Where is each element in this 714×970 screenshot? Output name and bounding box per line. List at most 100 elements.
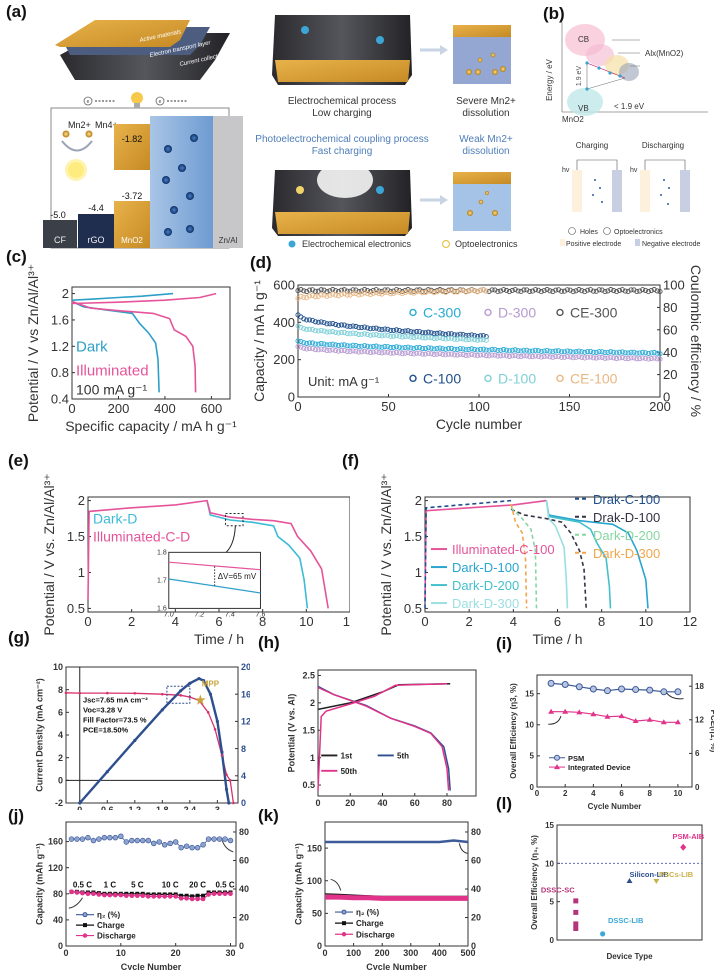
y-tick-label: 0 <box>288 390 295 405</box>
plot-frame <box>556 824 703 941</box>
y-right-tick-label: 40 <box>663 345 677 360</box>
x-tick-label: 12 <box>343 614 350 629</box>
point-c-300 <box>301 340 307 346</box>
point-c-300 <box>593 349 599 355</box>
x-tick-label: 2 <box>128 614 135 629</box>
series-dark-charge <box>71 292 174 301</box>
point-eta2 <box>74 836 80 842</box>
hv-label: hv <box>562 167 570 174</box>
point-d-300 <box>518 354 524 360</box>
point-eta2 <box>145 837 152 844</box>
point-c-300 <box>373 343 379 349</box>
axis-indicator-arrow <box>666 692 684 700</box>
point-c-100 <box>359 324 365 331</box>
point-d-100 <box>344 331 350 337</box>
point-d-100 <box>324 329 330 335</box>
x-tick-label: 200 <box>375 948 390 958</box>
point-c-300 <box>338 342 344 348</box>
point-d-100 <box>483 337 489 343</box>
point-pv <box>133 738 137 743</box>
point-discharge <box>211 891 217 897</box>
light-bulb-icon <box>131 92 143 108</box>
point-c-300 <box>333 342 339 348</box>
point-c-100 <box>318 319 324 325</box>
point-ce-100 <box>443 289 449 296</box>
point-c-300 <box>590 349 596 355</box>
series-50th <box>317 682 448 791</box>
point-d-300 <box>480 352 486 358</box>
point-c-100 <box>405 328 411 334</box>
point-ce-300 <box>532 287 539 293</box>
point-d-300 <box>446 351 452 357</box>
legend-illuminated: Illuminated <box>76 362 149 379</box>
point-ce-100 <box>451 289 457 295</box>
point-charge <box>184 893 189 898</box>
point-c-300 <box>477 346 483 353</box>
x-tick-label: 0 <box>315 798 320 808</box>
x-tick-label: 100 <box>346 948 361 958</box>
point-ce-300 <box>654 288 660 294</box>
point-d-100 <box>333 329 339 335</box>
result-bottom-line2: dissolution <box>462 146 509 157</box>
panel-label-e: (e) <box>8 451 29 470</box>
point-c-300 <box>460 346 466 352</box>
zoom-box <box>225 513 244 527</box>
point-ce-300 <box>321 287 327 293</box>
point-ce-100 <box>477 287 483 293</box>
point-c-100 <box>454 332 460 338</box>
y-tick-label: 0.5 <box>302 780 315 790</box>
point-ce-300 <box>625 288 631 294</box>
point-psm <box>646 686 654 694</box>
point-ce-100 <box>353 291 359 297</box>
point-jv <box>228 779 232 782</box>
process-bottom-line1: Photoelectrochemical coupling process <box>255 134 428 145</box>
point-c-300 <box>515 348 521 354</box>
legend-marker <box>409 308 417 317</box>
inset-y-tick-label: 1.7 <box>157 577 167 584</box>
point-d-100 <box>425 334 431 340</box>
point-d-300 <box>515 353 521 359</box>
point-c-100 <box>437 330 443 336</box>
point-c-300 <box>576 348 582 354</box>
point-d-100 <box>359 331 365 337</box>
point-d-100 <box>382 332 388 338</box>
point-d-300 <box>388 350 394 356</box>
point-ce-300 <box>486 288 492 294</box>
y-tick-label: 0 <box>58 775 63 785</box>
inset-frame <box>168 551 261 609</box>
series-50th-discharge <box>317 686 450 791</box>
point-c-300 <box>640 349 646 355</box>
result-top-line2: dissolution <box>462 108 509 119</box>
point-ce-300 <box>576 287 582 293</box>
point-ce-300 <box>391 288 397 294</box>
x-tick-label: 0 <box>322 948 327 958</box>
point-psm <box>632 686 640 694</box>
point-d-300 <box>642 355 649 361</box>
point-jv <box>133 691 137 695</box>
point-ce-100 <box>405 288 411 295</box>
point-c-300 <box>335 343 342 349</box>
point-c-300 <box>463 347 469 353</box>
x-tick-label: 80 <box>442 798 452 808</box>
x-tick-label: 10 <box>299 614 313 629</box>
point-c-300 <box>506 348 512 354</box>
legend-marker <box>82 933 88 938</box>
y-right-axis-label: PCE(η1, %) <box>709 710 714 753</box>
point-ce-100 <box>382 289 388 295</box>
point-d-100 <box>353 330 359 337</box>
point-d-300 <box>469 351 475 357</box>
point-ce-300 <box>506 289 512 295</box>
point-ce-100 <box>425 288 431 294</box>
point-ce-300 <box>547 288 553 294</box>
point-psm <box>674 688 682 696</box>
chart-i: 0 2 4 6 8 10 0 5 10 15 0 6 12 18 Cycle Number Overall E… <box>509 674 714 810</box>
point-c-300 <box>634 350 640 356</box>
point-ce-100 <box>309 292 316 299</box>
zoom-box <box>166 685 191 704</box>
pv-parameter-annotation: Voc=3.28 V <box>83 706 122 715</box>
legend-label: η₂ (%) <box>97 911 120 920</box>
point-ce-300 <box>309 287 316 293</box>
point-d-300 <box>619 355 625 361</box>
inset-y-tick-label: 1.6 <box>157 605 167 612</box>
